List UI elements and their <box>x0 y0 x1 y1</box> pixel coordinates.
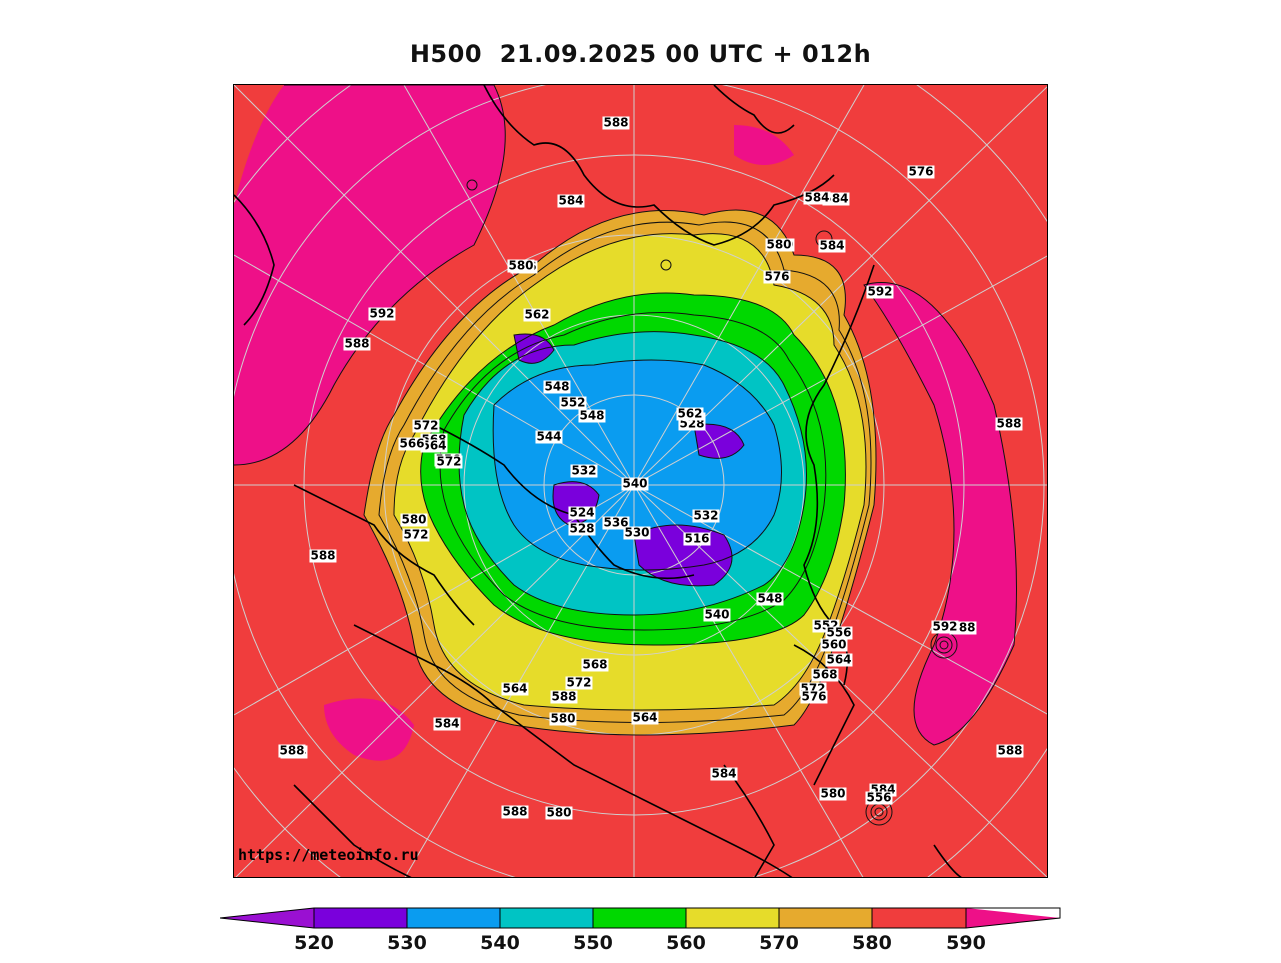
contour-label: 580 <box>765 237 793 252</box>
contour-label: 548 <box>756 591 784 606</box>
contour-label: 584 <box>803 190 831 205</box>
colorbar-530-540 <box>407 908 500 928</box>
contour-label: 548 <box>578 408 606 423</box>
contour-label: 576 <box>800 689 828 704</box>
colorbar-tick-label: 520 <box>294 932 334 954</box>
contour-label: 588 <box>995 416 1023 431</box>
contour-label: 588 <box>550 689 578 704</box>
low-530-east <box>694 424 744 459</box>
colorbar-arrow-below-520 <box>220 908 314 928</box>
contour-label: 592 <box>866 284 894 299</box>
contour-label: 592 <box>368 306 396 321</box>
high-590-region-north <box>734 125 794 165</box>
contour-label: 552 <box>559 395 587 410</box>
contour-label: 540 <box>621 476 649 491</box>
contour-label: 588 <box>501 804 529 819</box>
contour-label: 588 <box>602 115 630 130</box>
colorbar-tick-label: 550 <box>573 932 613 954</box>
colorbar-tick-label: 580 <box>852 932 892 954</box>
high-590-region-west <box>234 85 506 465</box>
colorbar-tick-label: 560 <box>666 932 706 954</box>
contour-label: 532 <box>570 463 598 478</box>
contour-lines <box>234 85 1017 746</box>
geopotential-field <box>234 85 1047 877</box>
contour-label: 584 <box>818 238 846 253</box>
colorbar-arrow-above-590 <box>966 908 1060 928</box>
contour-label: 592 <box>931 619 959 634</box>
contour-label: 566 <box>398 436 426 451</box>
colorbar-550-560 <box>593 908 686 928</box>
colorbar-tick-label: 570 <box>759 932 799 954</box>
contour-label: 556 <box>865 790 893 805</box>
colorbar-tick-label: 590 <box>946 932 986 954</box>
colorbar-tick-label: 530 <box>387 932 427 954</box>
colorbar-560-570 <box>686 908 779 928</box>
contour-label: 564 <box>825 652 853 667</box>
contour-label: 588 <box>278 743 306 758</box>
contour-label: 588 <box>343 336 371 351</box>
colorbar-570-580 <box>779 908 872 928</box>
contour-label: 556 <box>825 625 853 640</box>
high-590-region-east <box>864 282 1017 745</box>
contour-label: 580 <box>819 786 847 801</box>
contour-label: 576 <box>907 164 935 179</box>
contour-label: 572 <box>435 454 463 469</box>
contour-label: 588 <box>996 743 1024 758</box>
contour-label: 540 <box>703 607 731 622</box>
contour-label: 562 <box>523 307 551 322</box>
colorbar-520-530 <box>314 908 407 928</box>
contour-label: 580 <box>545 805 573 820</box>
contour-label: 564 <box>501 681 529 696</box>
contour-label: 572 <box>402 527 430 542</box>
map-panel: 5885845805765925885845925885725685645805… <box>233 84 1048 878</box>
contour-label: 580 <box>549 711 577 726</box>
colorbar <box>220 907 1061 929</box>
contour-label: 524 <box>568 505 596 520</box>
contour-label: 562 <box>676 406 704 421</box>
contour-label: 560 <box>820 637 848 652</box>
contour-label: 564 <box>420 438 448 453</box>
contour-label: 568 <box>811 667 839 682</box>
contour-label: 536 <box>602 515 630 530</box>
contour-label: 584 <box>557 193 585 208</box>
colorbar-tick-label: 540 <box>480 932 520 954</box>
contour-label: 572 <box>565 675 593 690</box>
contour-label: 580 <box>400 512 428 527</box>
contour-label: 572 <box>412 418 440 433</box>
source-url: https://meteoinfo.ru <box>238 846 419 864</box>
contour-label: 528 <box>568 521 596 536</box>
contour-label: 576 <box>763 269 791 284</box>
chart-title: H500 21.09.2025 00 UTC + 012h <box>409 40 872 68</box>
contour-label: 564 <box>631 710 659 725</box>
contour-label: 580 <box>507 258 535 273</box>
graticule <box>234 85 1047 877</box>
contour-label: 584 <box>433 716 461 731</box>
contour-label: 530 <box>623 525 651 540</box>
colorbar-580-590 <box>872 908 966 928</box>
colorbar-540-550 <box>500 908 593 928</box>
contour-label: 584 <box>710 766 738 781</box>
contour-label: 588 <box>309 548 337 563</box>
high-590-region-southwest <box>324 698 414 761</box>
contour-label: 548 <box>543 379 571 394</box>
contour-label: 544 <box>535 429 563 444</box>
contour-label: 568 <box>581 657 609 672</box>
contour-label: 532 <box>692 508 720 523</box>
contour-label: 516 <box>683 531 711 546</box>
